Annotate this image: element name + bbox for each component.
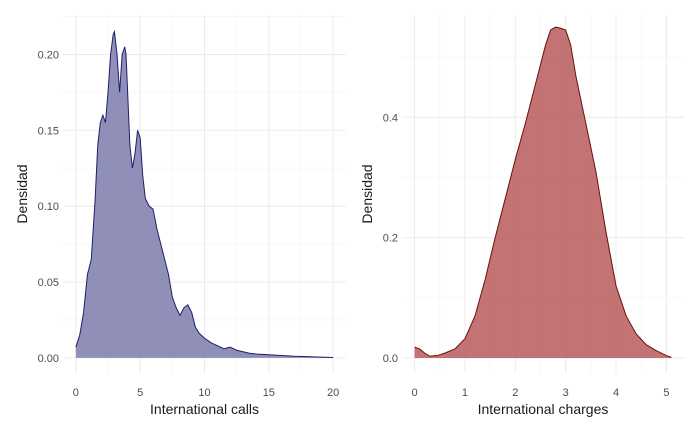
x-ticks-international-charges: 0 1 2 3 4 5 [412,387,670,399]
y-axis-title-international-charges: Densidad [359,164,375,223]
x-tick-label: 3 [563,387,569,399]
x-axis-title-international-calls: International calls [150,401,259,417]
y-tick-label: 0.20 [38,49,59,61]
density-fill [75,31,334,358]
y-tick-label: 0.00 [38,353,59,365]
x-tick-label: 5 [663,387,669,399]
y-tick-label: 0.05 [38,277,59,289]
density-line [75,29,334,359]
density-fill [414,27,672,358]
density-area-international-charges [414,26,672,358]
density-area-international-calls [75,29,334,359]
y-tick-label: 0.2 [383,233,398,245]
x-tick-label: 15 [263,387,275,399]
y-tick-label: 0.4 [383,112,398,124]
y-ticks-international-charges: 0.0 0.2 0.4 [383,112,398,365]
x-axis-title-international-charges: International charges [478,401,609,417]
x-tick-label: 20 [327,387,339,399]
y-ticks-international-calls: 0.00 0.05 0.10 0.15 0.20 [38,49,59,364]
x-ticks-international-calls: 0 5 10 15 20 [73,387,339,399]
x-tick-label: 5 [137,387,143,399]
y-tick-label: 0.15 [38,125,59,137]
x-tick-label: 1 [462,387,468,399]
x-tick-label: 4 [613,387,619,399]
y-tick-label: 0.0 [383,353,398,365]
panel-international-calls: 0 5 10 15 20 0.00 0.05 0.10 0.15 0.20 Internatio… [14,15,346,417]
density-line [414,26,672,358]
y-axis-title-international-calls: Densidad [14,164,30,223]
x-tick-label: 2 [512,387,518,399]
panel-international-charges: 0 1 2 3 4 5 0.0 0.2 0.4 International charges D… [359,15,684,417]
x-tick-label: 10 [198,387,210,399]
x-tick-label: 0 [412,387,418,399]
y-tick-label: 0.10 [38,201,59,213]
x-tick-label: 0 [73,387,79,399]
